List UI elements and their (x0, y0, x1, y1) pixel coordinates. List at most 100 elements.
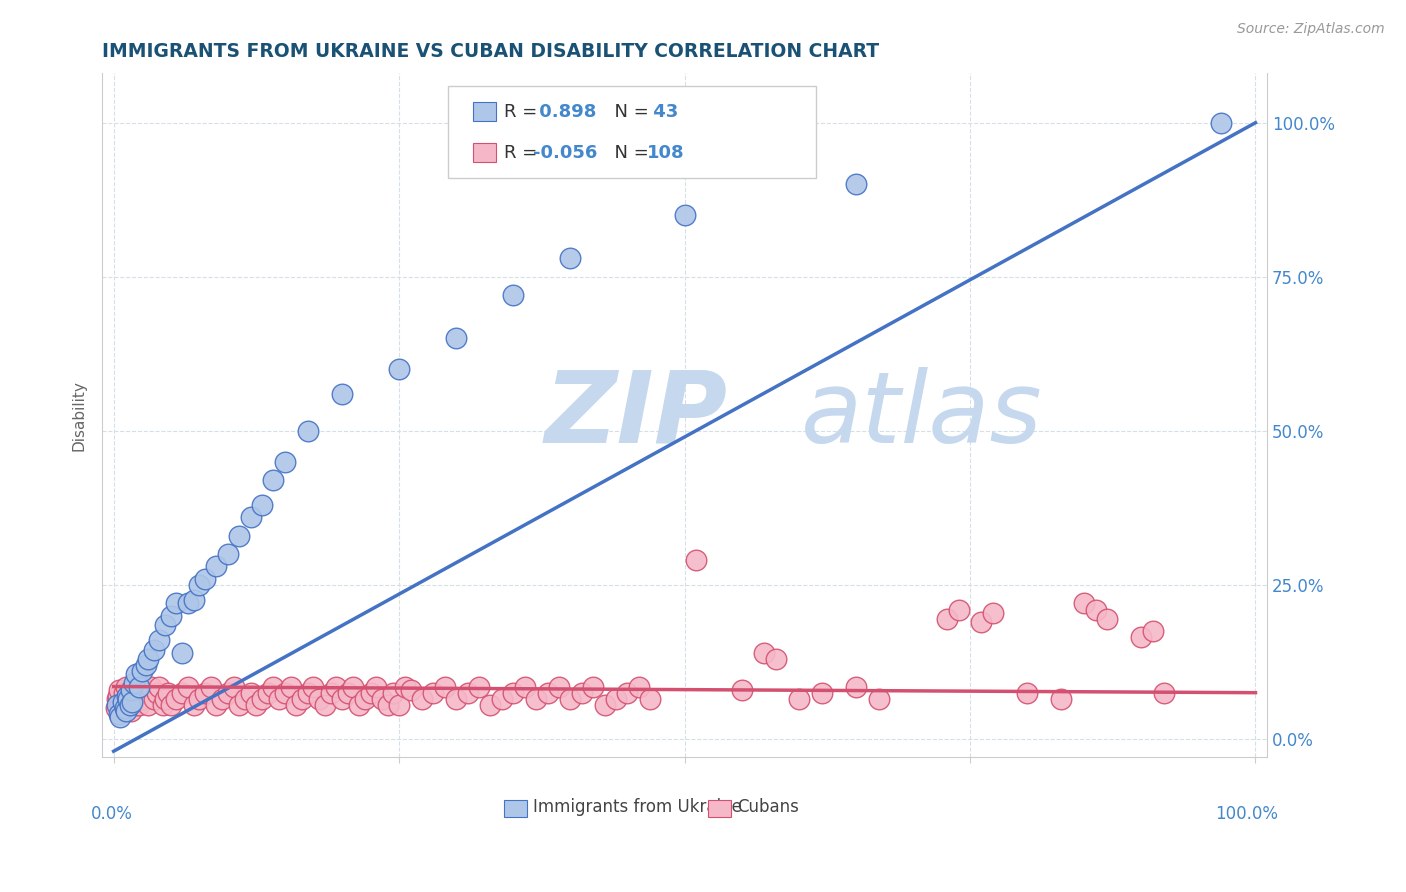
Point (120, 704, 142, 718)
Point (1130, 630, 1153, 644)
Point (135, 657, 157, 672)
Point (382, 686, 405, 700)
Point (217, 686, 239, 700)
Point (1073, 596, 1095, 610)
Point (239, 510, 262, 524)
Point (115, 704, 138, 718)
Point (115, 680, 138, 694)
Point (194, 572, 217, 586)
Point (217, 547, 239, 561)
Text: 108: 108 (647, 144, 685, 161)
Point (582, 680, 605, 694)
Point (118, 698, 141, 712)
Point (336, 686, 359, 700)
Point (172, 686, 194, 700)
Point (177, 596, 200, 610)
Point (1050, 691, 1073, 706)
Text: Cubans: Cubans (737, 797, 799, 815)
Point (560, 252, 582, 266)
Point (571, 686, 593, 700)
Point (142, 691, 165, 706)
Text: -0.056: -0.056 (533, 144, 598, 161)
Point (366, 680, 388, 694)
Point (245, 698, 267, 712)
Point (165, 691, 187, 706)
Point (274, 686, 297, 700)
Point (754, 646, 776, 660)
Point (319, 686, 342, 700)
Point (411, 691, 433, 706)
Point (685, 553, 707, 567)
Point (1095, 612, 1118, 626)
Point (107, 689, 129, 703)
Point (981, 606, 1004, 620)
Point (188, 691, 211, 706)
Point (269, 691, 291, 706)
Point (188, 578, 211, 592)
Point (135, 686, 157, 700)
Point (122, 676, 145, 690)
Point (948, 602, 970, 616)
Point (250, 691, 273, 706)
Point (640, 691, 662, 706)
Point (194, 686, 217, 700)
Point (183, 698, 205, 712)
Point (285, 698, 308, 712)
Point (153, 691, 176, 706)
Point (810, 686, 832, 700)
Point (371, 691, 394, 706)
Text: N =: N = (603, 103, 655, 120)
Text: R =: R = (503, 103, 543, 120)
Point (121, 691, 143, 706)
Point (330, 387, 353, 401)
Point (970, 615, 993, 629)
Point (433, 680, 456, 694)
Point (468, 680, 491, 694)
Point (222, 680, 245, 694)
Text: R =: R = (503, 144, 543, 161)
Point (110, 698, 132, 712)
Point (297, 424, 319, 438)
Point (616, 686, 638, 700)
Point (117, 691, 139, 706)
Point (124, 698, 146, 712)
Point (165, 596, 187, 610)
Point (228, 528, 250, 542)
Point (360, 686, 382, 700)
Point (845, 178, 868, 192)
Point (513, 680, 536, 694)
Point (399, 682, 422, 697)
Bar (503, 800, 527, 817)
Bar (472, 103, 496, 121)
Point (228, 698, 250, 712)
Point (122, 686, 145, 700)
Point (211, 691, 233, 706)
Point (347, 698, 370, 712)
Point (502, 288, 524, 302)
Point (502, 686, 524, 700)
Point (104, 701, 127, 715)
Point (142, 642, 165, 657)
Point (291, 691, 314, 706)
Point (593, 698, 616, 712)
FancyBboxPatch shape (449, 87, 815, 178)
Point (114, 701, 136, 715)
Text: atlas: atlas (801, 367, 1043, 464)
Point (127, 686, 149, 700)
Point (302, 680, 325, 694)
Point (280, 680, 302, 694)
Point (730, 682, 752, 697)
Point (353, 691, 375, 706)
Point (152, 698, 174, 712)
Point (1017, 686, 1039, 700)
Text: Immigrants from Ukraine: Immigrants from Ukraine (533, 797, 742, 815)
Text: 100.0%: 100.0% (1216, 805, 1278, 823)
Point (936, 612, 959, 626)
Point (491, 691, 513, 706)
Text: ZIP: ZIP (544, 367, 728, 464)
Point (250, 498, 273, 512)
Point (377, 698, 399, 712)
Point (388, 362, 411, 376)
Point (118, 698, 141, 712)
Point (673, 208, 696, 222)
